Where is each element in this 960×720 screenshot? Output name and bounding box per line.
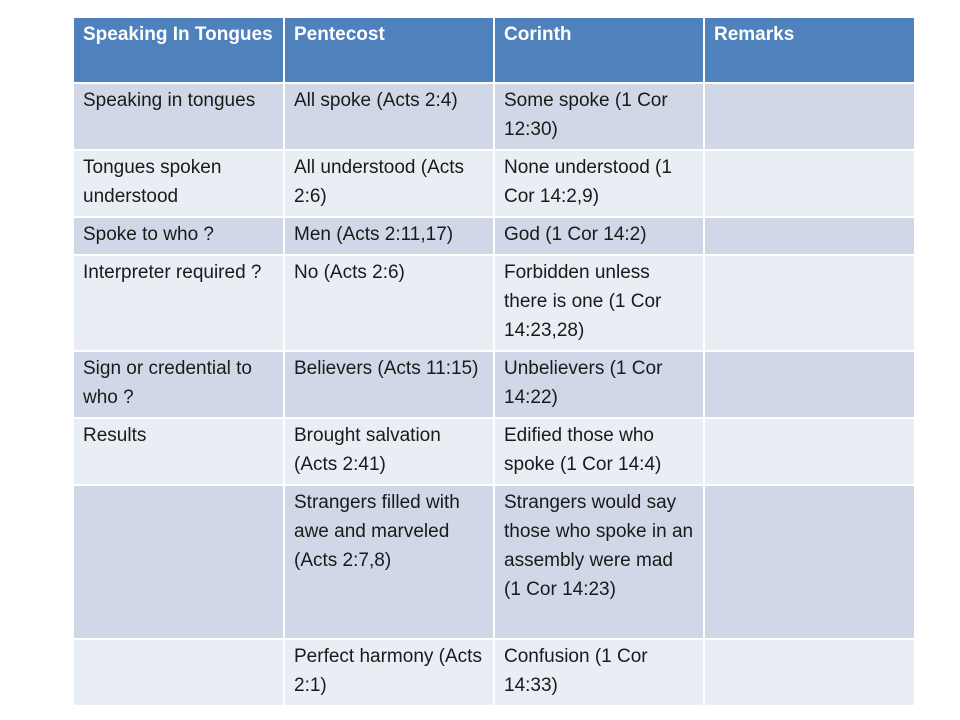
- table-cell-remarks: [703, 484, 916, 640]
- table-cell-corinth: None understood (1 Cor 14:2,9): [493, 149, 705, 218]
- table-cell-topic: Interpreter required ?: [72, 254, 285, 352]
- table-cell-topic: Speaking in tongues: [72, 82, 285, 151]
- table-cell-corinth: Strangers would say those who spoke in a…: [493, 484, 705, 640]
- table-cell-remarks: [703, 149, 916, 218]
- table-cell-corinth: Unbelievers (1 Cor 14:22): [493, 350, 705, 419]
- table-cell-pentecost: Men (Acts 2:11,17): [283, 216, 495, 256]
- header-cell-remarks: Remarks: [703, 16, 916, 84]
- comparison-table: Speaking In Tongues Pentecost Corinth Re…: [72, 16, 916, 707]
- table-row: Spoke to who ? Men (Acts 2:11,17) God (1…: [72, 216, 916, 256]
- table-cell-pentecost: All spoke (Acts 2:4): [283, 82, 495, 151]
- table-header-row: Speaking In Tongues Pentecost Corinth Re…: [72, 16, 916, 84]
- table-cell-topic: Spoke to who ?: [72, 216, 285, 256]
- table-cell-pentecost: Believers (Acts 11:15): [283, 350, 495, 419]
- table-cell-remarks: [703, 638, 916, 707]
- table-cell-remarks: [703, 417, 916, 486]
- table-cell-corinth: Forbidden unless there is one (1 Cor 14:…: [493, 254, 705, 352]
- table-cell-corinth: God (1 Cor 14:2): [493, 216, 705, 256]
- table-row: Results Brought salvation (Acts 2:41) Ed…: [72, 417, 916, 486]
- table-cell-remarks: [703, 216, 916, 256]
- table-row: Sign or credential to who ? Believers (A…: [72, 350, 916, 419]
- table-row: Interpreter required ? No (Acts 2:6) For…: [72, 254, 916, 352]
- table-cell-pentecost: Brought salvation (Acts 2:41): [283, 417, 495, 486]
- table-cell-remarks: [703, 350, 916, 419]
- table-cell-corinth: Confusion (1 Cor 14:33): [493, 638, 705, 707]
- table-cell-topic: Sign or credential to who ?: [72, 350, 285, 419]
- header-cell-corinth: Corinth: [493, 16, 705, 84]
- table-row: Perfect harmony (Acts 2:1) Confusion (1 …: [72, 638, 916, 707]
- table-cell-remarks: [703, 82, 916, 151]
- table-cell-topic: Tongues spoken understood: [72, 149, 285, 218]
- table-cell-pentecost: Strangers filled with awe and marveled (…: [283, 484, 495, 640]
- table-cell-topic: [72, 484, 285, 640]
- table-row: Speaking in tongues All spoke (Acts 2:4)…: [72, 82, 916, 151]
- table-cell-corinth: Edified those who spoke (1 Cor 14:4): [493, 417, 705, 486]
- table-row: Tongues spoken understood All understood…: [72, 149, 916, 218]
- table-cell-corinth: Some spoke (1 Cor 12:30): [493, 82, 705, 151]
- table-row: Strangers filled with awe and marveled (…: [72, 484, 916, 640]
- header-cell-pentecost: Pentecost: [283, 16, 495, 84]
- header-cell-topic: Speaking In Tongues: [72, 16, 285, 84]
- table-cell-topic: [72, 638, 285, 707]
- table-cell-pentecost: All understood (Acts 2:6): [283, 149, 495, 218]
- table-cell-remarks: [703, 254, 916, 352]
- table-cell-pentecost: No (Acts 2:6): [283, 254, 495, 352]
- table-cell-topic: Results: [72, 417, 285, 486]
- table-cell-pentecost: Perfect harmony (Acts 2:1): [283, 638, 495, 707]
